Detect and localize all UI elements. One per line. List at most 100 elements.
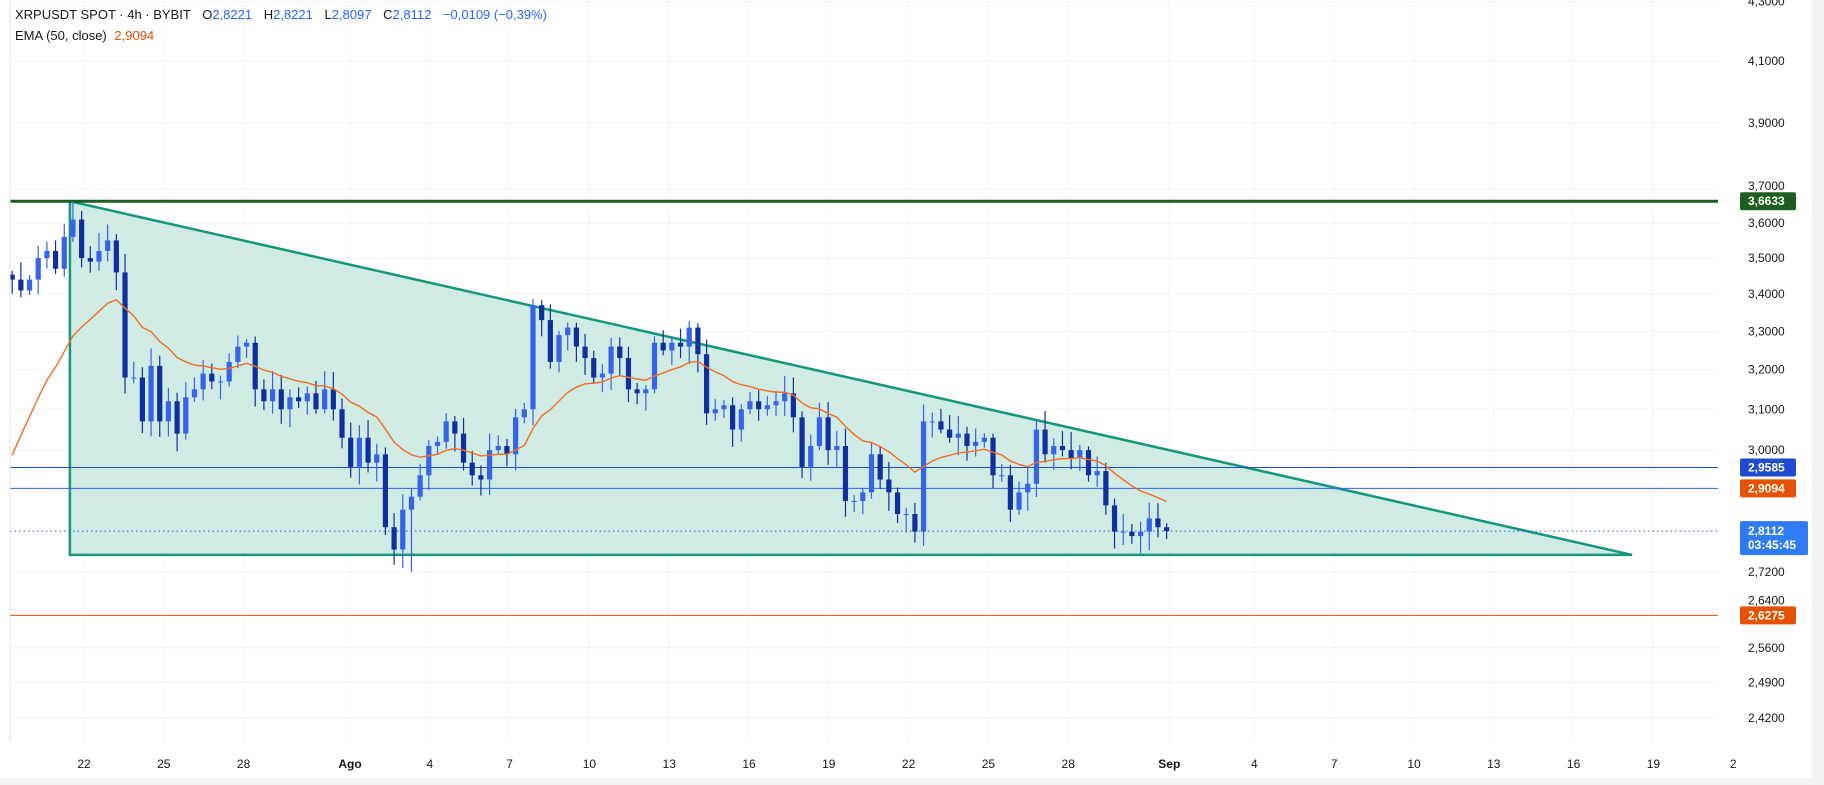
ema-line	[11, 298, 1167, 503]
candle-body	[929, 421, 935, 423]
candle-body	[860, 492, 866, 501]
time-axis[interactable]	[0, 742, 1718, 785]
current-price-tag	[1740, 521, 1808, 556]
candle-body	[886, 479, 892, 493]
candle-body	[660, 342, 666, 351]
time-tick-labels: 22 25 28 Ago 4 7 10 13 16 19 22 25 28 Sep 4 7 10 13 16 19 2	[77, 757, 1737, 771]
candle-body	[486, 450, 493, 480]
price-tick-label: 3,9000	[1748, 116, 1785, 130]
candle-body	[634, 389, 640, 394]
candle-body	[374, 454, 380, 463]
candle-body	[209, 373, 215, 382]
bottom-edge	[0, 778, 1812, 785]
candle-body	[547, 320, 553, 362]
candle-body	[417, 475, 423, 497]
time-tick-label: 10	[583, 757, 597, 771]
candle-body	[790, 393, 796, 418]
descending-triangle[interactable]	[68, 199, 1633, 557]
candle-body	[1077, 450, 1083, 459]
time-tick-label: 7	[506, 757, 513, 771]
time-tick-label: Sep	[1158, 757, 1180, 771]
candle-body	[851, 500, 857, 502]
low-label: L	[324, 7, 332, 22]
candle-body	[981, 437, 987, 442]
candle-body	[165, 401, 172, 422]
candle-body	[1164, 527, 1170, 532]
candle-body	[608, 346, 614, 374]
candle-body	[105, 240, 111, 251]
candle-body	[122, 272, 128, 378]
price-tick-label: 4,3000	[1748, 0, 1785, 9]
candle-body	[434, 441, 441, 446]
candle-body	[330, 389, 336, 410]
candle-body	[217, 381, 224, 383]
candle-body	[226, 361, 232, 382]
ema-level-line-tag	[1740, 479, 1796, 498]
candle-body	[1059, 445, 1066, 451]
candle-body	[756, 401, 762, 410]
candle-body	[348, 437, 354, 467]
price-axis[interactable]	[1718, 0, 1824, 785]
time-tick-label: 25	[157, 757, 171, 771]
candle-body	[643, 389, 649, 394]
change-value: −0,0109 (−0,39%)	[442, 7, 547, 22]
time-tick-label: 28	[237, 757, 251, 771]
candle-body	[183, 397, 189, 434]
candle-body	[296, 397, 302, 402]
high-value: 2,8221	[273, 7, 313, 22]
candle-body	[261, 389, 267, 402]
candle-body	[625, 358, 632, 390]
candle-body	[816, 417, 823, 446]
candle-body	[452, 421, 458, 434]
candle-body	[460, 433, 467, 463]
price-tick-label: 3,4000	[1748, 287, 1785, 301]
drawings[interactable]	[10, 199, 1718, 616]
price-tick-labels: 4,3000 4,1000 3,9000 3,7000 3,6000 3,5000 3,40…	[1748, 0, 1785, 725]
candle-body	[747, 401, 753, 410]
candle-body	[426, 445, 432, 476]
resistance-line-tag-label: 3,6633	[1748, 194, 1785, 208]
candle-body	[408, 496, 415, 510]
candle-body	[530, 305, 536, 410]
candle-body	[703, 354, 710, 414]
candle-body	[235, 346, 241, 362]
candle-body	[990, 437, 996, 476]
candle-body	[70, 219, 76, 237]
support-line-blue-tag	[1740, 458, 1796, 477]
candle-body	[1016, 492, 1022, 510]
candle-body	[591, 358, 597, 378]
candle-body	[18, 279, 24, 291]
candle-body	[469, 462, 475, 476]
candle-body	[539, 305, 545, 321]
candle-body	[1103, 471, 1109, 506]
time-tick-label: 10	[1407, 757, 1421, 771]
symbol-ohlc-row: XRPUSDT SPOT · 4h · BYBIT O2,8221 H2,822…	[15, 4, 547, 25]
candles	[9, 201, 1170, 573]
time-tick-label: 4	[426, 757, 433, 771]
candle-body	[1111, 505, 1118, 532]
candle-body	[157, 365, 163, 422]
countdown-label: 03:45:45	[1748, 538, 1796, 552]
candle-body	[304, 393, 310, 402]
symbol-label[interactable]: XRPUSDT SPOT · 4h · BYBIT	[15, 7, 191, 22]
time-tick-label: 25	[982, 757, 996, 771]
candle-body	[599, 373, 606, 378]
candle-body	[773, 401, 779, 406]
candle-body	[651, 342, 658, 390]
time-tick-label: 28	[1062, 757, 1076, 771]
price-tick-label: 3,1000	[1748, 402, 1785, 416]
candle-body	[695, 327, 701, 355]
ema-row[interactable]: EMA (50, close) 2,9094	[15, 25, 547, 46]
open-value: 2,8221	[212, 7, 253, 22]
candle-body	[1051, 445, 1057, 455]
candle-body	[565, 327, 571, 336]
candle-body	[400, 509, 406, 550]
time-tick-label: 13	[1487, 757, 1501, 771]
candle-body	[513, 417, 519, 455]
candle-body	[365, 437, 371, 463]
candle-body	[617, 346, 623, 359]
candle-body	[877, 454, 883, 480]
candle-body	[87, 258, 93, 262]
